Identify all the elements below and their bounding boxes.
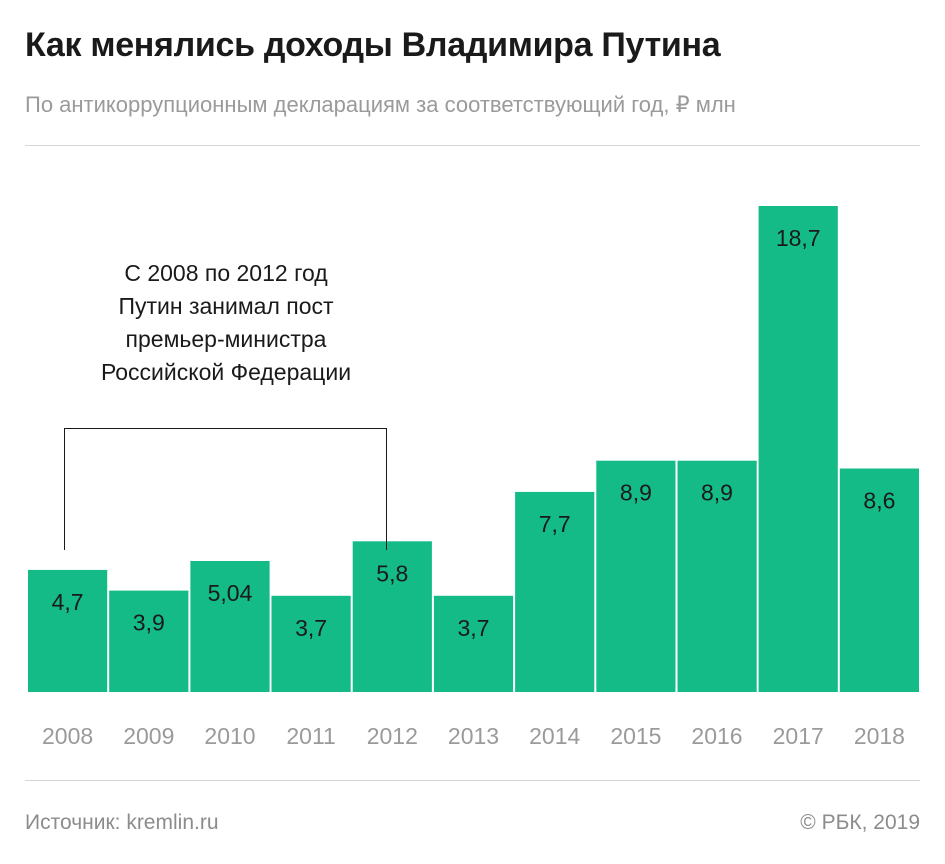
chart-title: Как менялись доходы Владимира Путина	[25, 26, 721, 64]
chart-subtitle: По антикоррупционным декларациям за соот…	[25, 92, 736, 117]
x-tick-label: 2012	[367, 723, 418, 749]
x-tick-label: 2011	[286, 723, 335, 749]
bar-2014	[515, 491, 595, 692]
annotation-text: С 2008 по 2012 год Путин занимал пост пр…	[40, 257, 412, 389]
x-tick-label: 2013	[448, 723, 499, 749]
bar-value-label: 5,04	[208, 580, 253, 606]
annotation-line: Путин занимал пост	[118, 293, 334, 319]
x-tick-label: 2009	[123, 723, 174, 749]
bar-chart: 4,7 2008 3,9 2009 5,04 2010 3,7 2011 5,8 2012 3,7 2…	[28, 206, 919, 749]
bar-value-label: 18,7	[776, 225, 821, 251]
bar-value-label: 4,7	[52, 589, 84, 615]
x-tick-label: 2014	[529, 723, 580, 749]
bottom-divider	[25, 780, 920, 781]
bar-value-label: 8,9	[701, 480, 733, 506]
annotation-bracket	[64, 428, 387, 550]
bar-value-label: 3,9	[133, 610, 165, 636]
bar-value-label: 8,6	[863, 488, 895, 514]
bar-value-label: 7,7	[539, 511, 571, 537]
bar-value-label: 5,8	[376, 560, 408, 586]
bar-2018	[839, 468, 919, 692]
source-note: Источник: kremlin.ru	[25, 811, 219, 834]
x-tick-label: 2018	[854, 723, 905, 749]
x-tick-label: 2015	[610, 723, 661, 749]
top-divider	[25, 145, 920, 146]
copyright-note: © РБК, 2019	[800, 811, 920, 834]
bar-2008	[28, 569, 108, 692]
x-tick-label: 2016	[691, 723, 742, 749]
x-tick-label: 2010	[204, 723, 255, 749]
bar-2010	[190, 561, 270, 692]
bar-2012	[352, 541, 432, 692]
bar-2009	[109, 590, 189, 692]
bar-value-label: 8,9	[620, 480, 652, 506]
bar-2011	[271, 595, 351, 692]
bar-2013	[433, 595, 514, 692]
x-tick-label: 2008	[42, 723, 93, 749]
bar-value-label: 3,7	[295, 615, 327, 641]
annotation-line: Российской Федерации	[100, 359, 352, 385]
bar-2016	[677, 460, 757, 692]
x-tick-label: 2017	[773, 723, 824, 749]
bar-2015	[596, 460, 676, 692]
annotation-line: С 2008 по 2012 год	[124, 260, 328, 286]
annotation-line: премьер-министра	[125, 326, 327, 352]
bar-2017	[758, 206, 838, 692]
bar-value-label: 3,7	[458, 615, 490, 641]
